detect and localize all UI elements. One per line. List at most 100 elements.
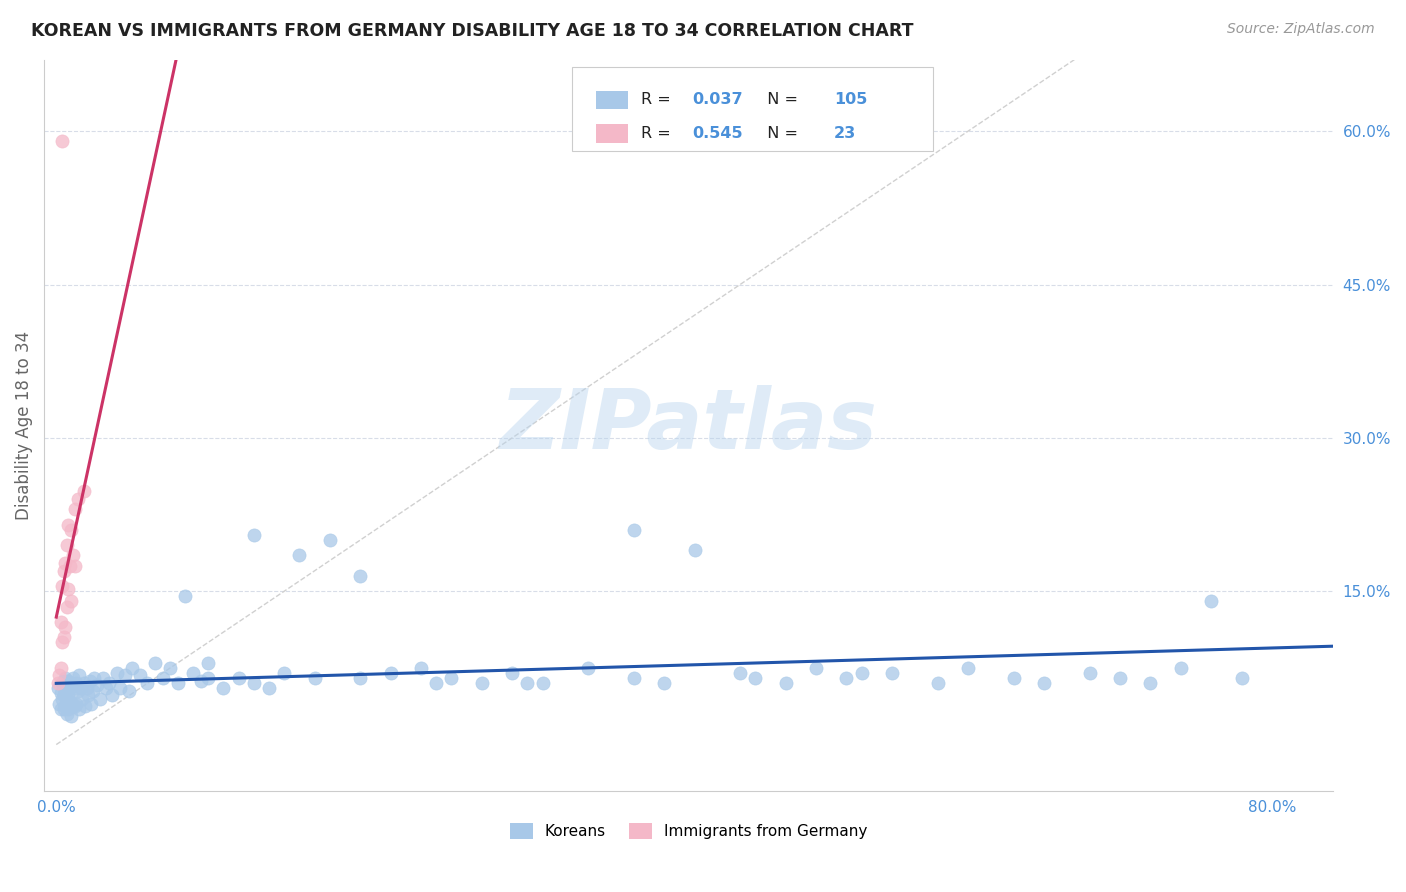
Point: [143, 656, 166, 670]
Point: [128, 668, 150, 682]
Text: KOREAN VS IMMIGRANTS FROM GERMANY DISABILITY AGE 18 TO 34 CORRELATION CHART: KOREAN VS IMMIGRANTS FROM GERMANY DISABI…: [31, 22, 914, 40]
Point: [86, 678, 108, 692]
Point: [304, 671, 326, 685]
Point: [49, 702, 72, 716]
Point: [804, 661, 827, 675]
Point: [60, 695, 83, 709]
Point: [75, 698, 97, 713]
Point: [55, 620, 77, 634]
Point: [79, 674, 101, 689]
Point: [56, 706, 79, 721]
Point: [58, 689, 80, 703]
Point: [52, 702, 75, 716]
Point: [728, 665, 751, 680]
Point: [60, 523, 83, 537]
Point: [197, 671, 219, 685]
Point: [152, 671, 174, 685]
Point: [409, 661, 432, 675]
Point: [63, 681, 86, 696]
Point: [51, 579, 73, 593]
Point: [197, 656, 219, 670]
Point: [273, 665, 295, 680]
Point: [98, 676, 121, 690]
Point: [121, 661, 143, 675]
Point: [96, 681, 118, 696]
Point: [58, 582, 80, 597]
Point: [471, 676, 494, 690]
Point: [48, 668, 70, 682]
Point: [319, 533, 342, 547]
Point: [67, 668, 90, 682]
Point: [181, 665, 204, 680]
Point: [58, 674, 80, 689]
Point: [51, 635, 73, 649]
FancyBboxPatch shape: [572, 67, 934, 151]
Point: [835, 671, 858, 685]
Point: [76, 681, 98, 696]
Point: [1230, 671, 1253, 685]
Point: [136, 676, 159, 690]
Point: [56, 599, 79, 614]
Point: [49, 686, 72, 700]
Point: [55, 556, 77, 570]
Point: [118, 684, 141, 698]
Point: [69, 681, 91, 696]
Point: [52, 689, 75, 703]
Point: [174, 590, 197, 604]
Point: [349, 671, 371, 685]
Point: [257, 681, 280, 696]
Point: [927, 676, 949, 690]
Bar: [596, 124, 628, 143]
Point: [58, 517, 80, 532]
Point: [59, 695, 82, 709]
Text: N =: N =: [756, 126, 803, 141]
Point: [159, 661, 181, 675]
Point: [101, 689, 124, 703]
Point: [652, 676, 675, 690]
Point: [440, 671, 463, 685]
Point: [72, 483, 94, 498]
Point: [166, 676, 188, 690]
Point: [243, 528, 266, 542]
Point: [957, 661, 980, 675]
Text: 23: 23: [834, 126, 856, 141]
Point: [67, 702, 90, 716]
Point: [683, 543, 706, 558]
Point: [52, 564, 75, 578]
Point: [56, 538, 79, 552]
Point: [243, 676, 266, 690]
Point: [55, 671, 77, 685]
Point: [70, 691, 93, 706]
Text: ZIPatlas: ZIPatlas: [499, 384, 877, 466]
Text: Source: ZipAtlas.com: Source: ZipAtlas.com: [1227, 22, 1375, 37]
Point: [56, 678, 79, 692]
Point: [58, 702, 80, 716]
Text: 0.037: 0.037: [692, 92, 742, 107]
Point: [1078, 665, 1101, 680]
Text: 0.545: 0.545: [692, 126, 742, 141]
Point: [1002, 671, 1025, 685]
Point: [288, 549, 311, 563]
Point: [425, 676, 447, 690]
Point: [49, 661, 72, 675]
Point: [89, 691, 111, 706]
Point: [1139, 676, 1161, 690]
Point: [775, 676, 797, 690]
Point: [46, 676, 69, 690]
Point: [108, 681, 131, 696]
Point: [51, 135, 73, 149]
Point: [77, 689, 100, 703]
Point: [212, 681, 235, 696]
Point: [63, 558, 86, 573]
Point: [51, 691, 73, 706]
Legend: Koreans, Immigrants from Germany: Koreans, Immigrants from Germany: [503, 817, 873, 845]
Point: [80, 697, 103, 711]
Point: [880, 665, 903, 680]
Point: [531, 676, 554, 690]
Point: [1109, 671, 1132, 685]
Point: [65, 676, 87, 690]
Point: [56, 691, 79, 706]
Point: [349, 569, 371, 583]
Text: 105: 105: [834, 92, 868, 107]
Text: N =: N =: [756, 92, 803, 107]
